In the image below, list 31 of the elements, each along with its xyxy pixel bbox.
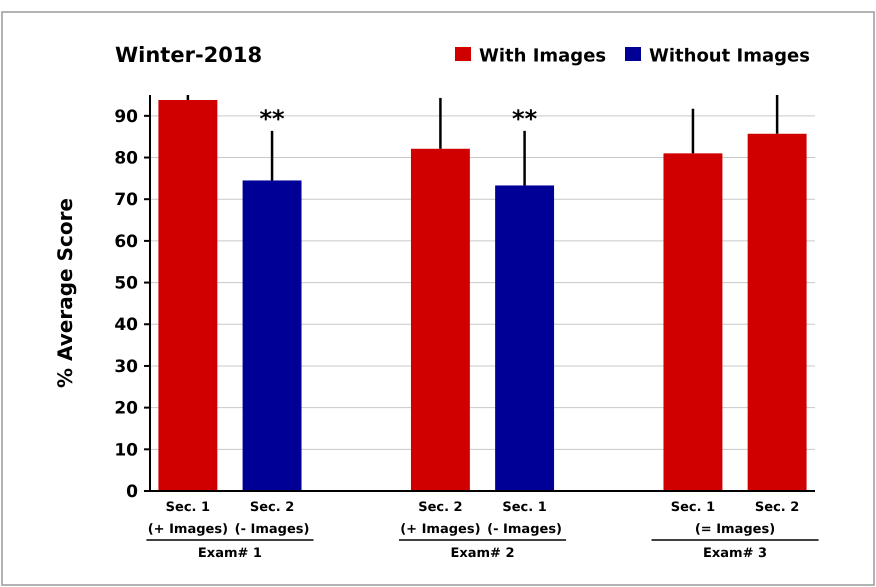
bar xyxy=(748,134,807,491)
bar xyxy=(410,148,470,491)
bar xyxy=(663,153,722,491)
text: (= Images) Exam# 3 xyxy=(694,522,776,561)
x-tick-label: Sec. 2 xyxy=(754,500,800,515)
x-tick-label: Sec. 1 (+ Images) xyxy=(148,500,228,537)
bar xyxy=(495,185,554,491)
legend-label: Without Images xyxy=(649,45,810,66)
y-tick-label: 70 xyxy=(114,190,138,210)
y-tick-label: 80 xyxy=(114,148,138,168)
y-tick-label: 10 xyxy=(114,440,138,460)
legend-label: With Images xyxy=(479,45,606,66)
bar xyxy=(158,100,218,491)
y-tick-label: 50 xyxy=(114,274,138,294)
y-tick-label: 40 xyxy=(114,315,138,336)
y-tick-label: 20 xyxy=(114,398,138,419)
y-tick-label: 0 xyxy=(126,482,138,502)
annotation: ** xyxy=(260,104,286,133)
text: Exam# 2 xyxy=(450,546,515,561)
y-tick-label: 60 xyxy=(114,232,138,252)
bar xyxy=(242,180,302,491)
text: Exam# 1 xyxy=(198,546,262,561)
annotation: ** xyxy=(512,104,538,133)
x-tick-label: Sec. 2 (- Images) xyxy=(234,500,310,537)
y-tick-label: 90 xyxy=(114,106,138,127)
y-axis-title: % Average Score xyxy=(53,198,77,388)
x-tick-label: Sec. 1 (- Images) xyxy=(487,500,562,537)
x-tick-label: Sec. 2 (+ Images) xyxy=(400,500,481,537)
chart-title: Winter-2018 xyxy=(115,43,262,67)
y-tick-label: 30 xyxy=(114,356,138,377)
x-tick-label: Sec. 1 xyxy=(670,500,716,515)
